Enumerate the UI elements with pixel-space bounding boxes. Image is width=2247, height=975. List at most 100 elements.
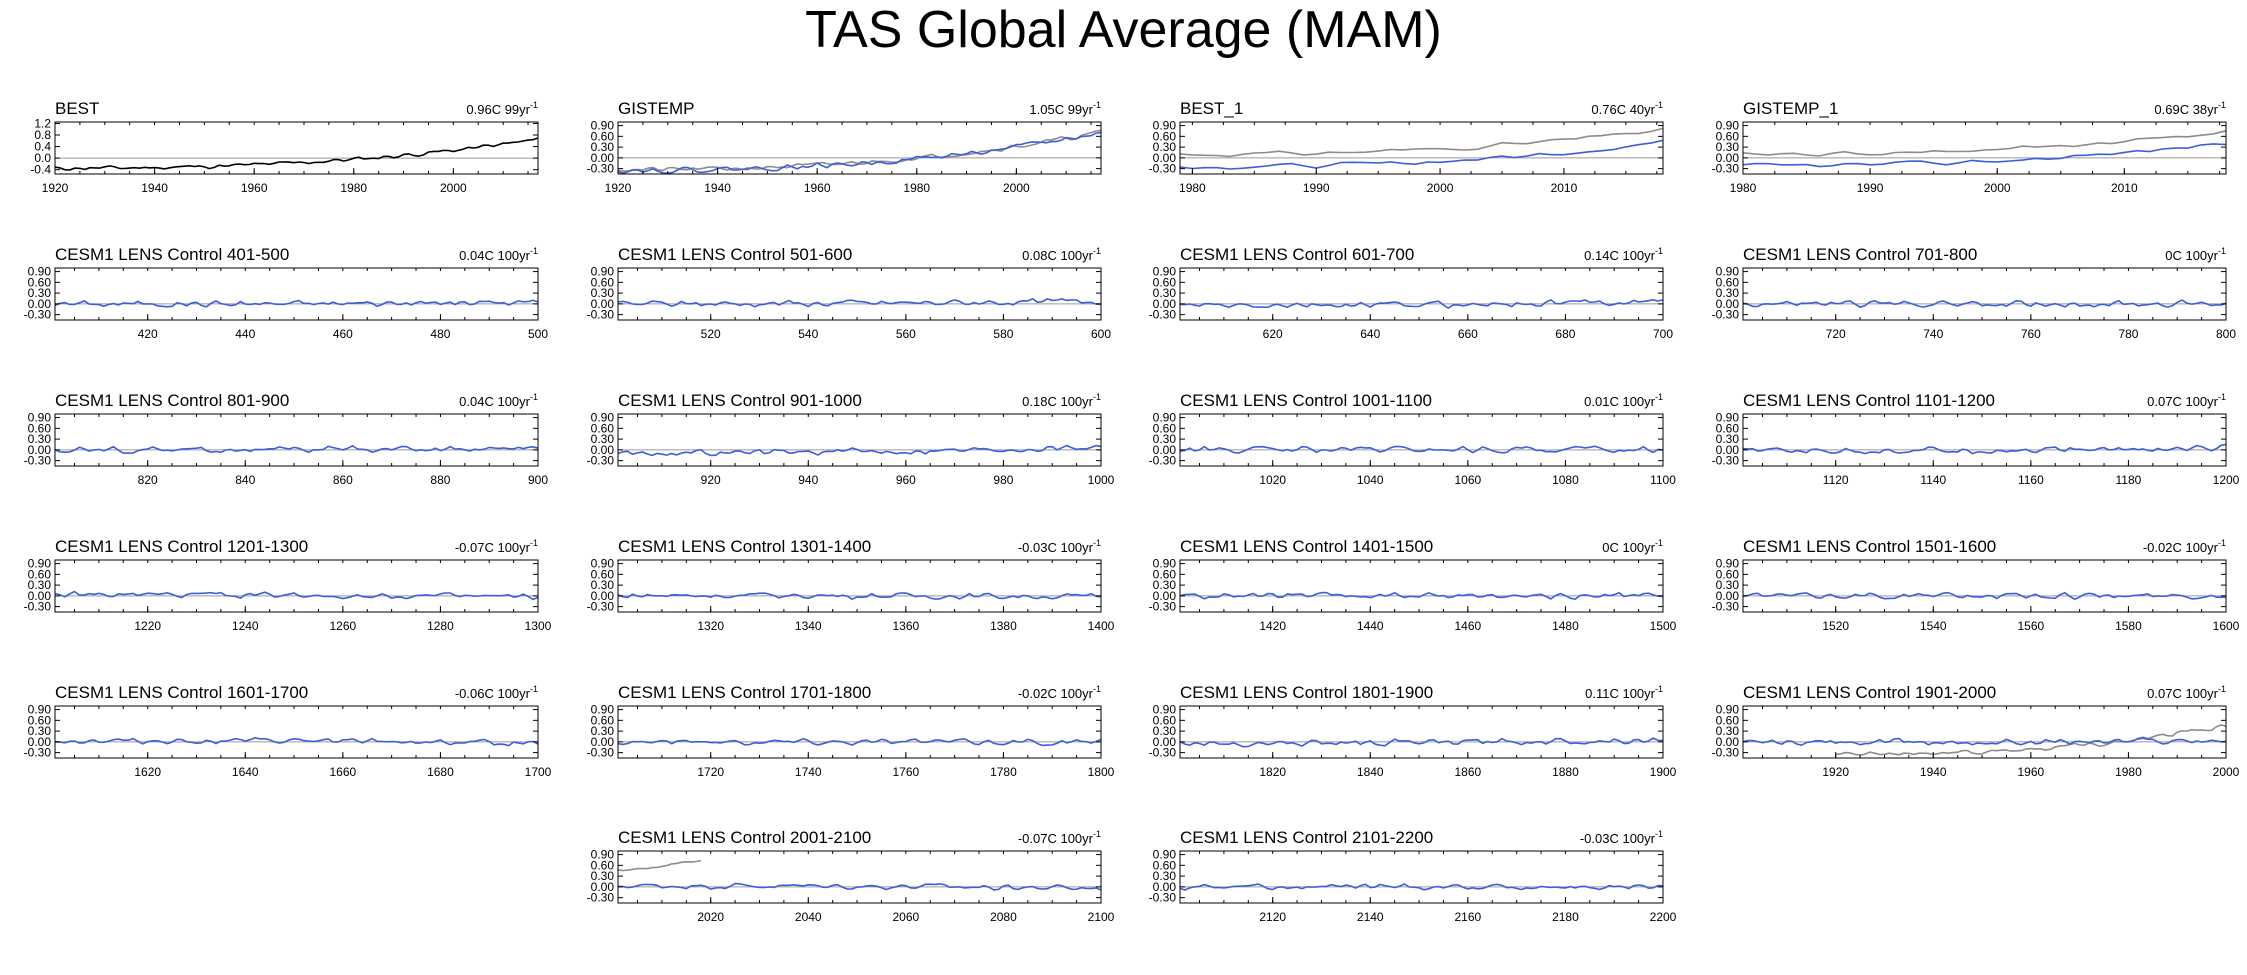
plot-frame bbox=[1742, 705, 2227, 759]
x-tick-label: 1920 bbox=[42, 181, 69, 195]
y-tick-label: -0.4 bbox=[30, 163, 51, 177]
x-tick-label: 1000 bbox=[1088, 473, 1115, 487]
plot-frame bbox=[1179, 413, 1664, 467]
trend-label: 0.14C 100yr-1 bbox=[1584, 246, 1663, 263]
y-tick-label: 0.90 bbox=[591, 557, 615, 571]
trend-label: -0.03C 100yr-1 bbox=[1580, 829, 1663, 846]
trend-label: 0.08C 100yr-1 bbox=[1022, 246, 1101, 263]
chart-panel-3: BEST_1 0.76C 40yr-10.900.600.300.00-0.301… bbox=[1149, 99, 1664, 195]
trend-exponent: -1 bbox=[2218, 246, 2226, 256]
chart-panel-14: CESM1 LENS Control 1301-1400 -0.03C 100yr… bbox=[587, 537, 1115, 633]
trend-exponent: -1 bbox=[1655, 246, 1663, 256]
y-tick-label: 0.90 bbox=[591, 265, 615, 279]
y-tick-label: 0.00 bbox=[1716, 297, 1740, 311]
x-tick-label: 460 bbox=[333, 327, 353, 341]
y-tick-label: 1.2 bbox=[34, 116, 51, 130]
y-tick-label: 0.90 bbox=[1153, 265, 1177, 279]
y-tick-label: 0.30 bbox=[1716, 140, 1740, 154]
x-tick-label: 680 bbox=[1555, 327, 1575, 341]
x-tick-label: 940 bbox=[798, 473, 818, 487]
y-tick-label: 0.60 bbox=[28, 567, 52, 581]
trend-value: 0.04C 100yr bbox=[459, 394, 530, 409]
y-tick-label: 0.90 bbox=[1716, 411, 1740, 425]
series-line-model bbox=[617, 882, 1102, 891]
y-tick-label: 0.00 bbox=[591, 880, 615, 894]
x-tick-label: 1980 bbox=[1179, 181, 1206, 195]
y-tick-label: 0.90 bbox=[1153, 119, 1177, 133]
y-tick-label: 0.00 bbox=[1153, 589, 1177, 603]
series-line-model bbox=[1179, 298, 1664, 309]
x-tick-label: 2140 bbox=[1357, 910, 1384, 924]
panel-title: CESM1 LENS Control 1201-1300 bbox=[55, 537, 308, 556]
trend-exponent: -1 bbox=[2218, 538, 2226, 548]
y-tick-label: 0.90 bbox=[591, 411, 615, 425]
x-tick-label: 2120 bbox=[1259, 910, 1286, 924]
plot-frame bbox=[54, 267, 539, 321]
x-tick-label: 1240 bbox=[232, 619, 259, 633]
y-tick-label: 0.30 bbox=[1716, 432, 1740, 446]
plot-frame bbox=[1742, 559, 2227, 613]
y-tick-label: 0.60 bbox=[1716, 129, 1740, 143]
x-tick-label: 820 bbox=[138, 473, 158, 487]
plot-frame bbox=[1179, 267, 1664, 321]
series-line-model bbox=[1742, 591, 2227, 601]
trend-label: 0C 100yr-1 bbox=[2165, 246, 2226, 263]
panel-title: CESM1 LENS Control 1801-1900 bbox=[1180, 683, 1433, 702]
y-tick-label: 0.60 bbox=[591, 129, 615, 143]
plot-frame bbox=[54, 121, 539, 175]
trend-value: -0.02C 100yr bbox=[1018, 686, 1094, 701]
y-tick-label: 0.90 bbox=[1716, 265, 1740, 279]
chart-panel-4: GISTEMP_1 0.69C 38yr-1 0.900.600.300.00-0.… bbox=[1712, 99, 2227, 195]
trend-label: 0.04C 100yr-1 bbox=[459, 392, 538, 409]
panel-title: CESM1 LENS Control 2001-2100 bbox=[618, 828, 871, 847]
x-tick-label: 800 bbox=[2216, 327, 2236, 341]
trend-value: -0.07C 100yr bbox=[455, 540, 531, 555]
y-tick-label: 0.30 bbox=[28, 432, 52, 446]
plot-frame bbox=[54, 559, 539, 613]
trend-value: 0C 100yr bbox=[1602, 540, 1655, 555]
trend-exponent: -1 bbox=[1093, 829, 1101, 839]
trend-exponent: -1 bbox=[1093, 100, 1101, 110]
y-tick-label: 0.60 bbox=[1153, 129, 1177, 143]
x-tick-label: 1900 bbox=[1650, 765, 1677, 779]
x-tick-label: 2010 bbox=[2111, 181, 2138, 195]
y-tick-label: 0.60 bbox=[591, 713, 615, 727]
x-tick-label: 1820 bbox=[1259, 765, 1286, 779]
plot-frame bbox=[1742, 413, 2227, 467]
panel-title: CESM1 LENS Control 1101-1200 bbox=[1743, 391, 1995, 410]
trend-label: 0.07C 100yr-1 bbox=[2147, 392, 2226, 409]
chart-panel-5: CESM1 LENS Control 401-500 0.04C 100yr-10… bbox=[24, 245, 549, 341]
x-tick-label: 1960 bbox=[241, 181, 268, 195]
trend-label: -0.02C 100yr-1 bbox=[2143, 538, 2226, 555]
x-tick-label: 1960 bbox=[804, 181, 831, 195]
y-tick-label: 0.00 bbox=[1153, 443, 1177, 457]
y-tick-label: 0.60 bbox=[1716, 275, 1740, 289]
series-line-model bbox=[617, 737, 1102, 747]
y-tick-label: 0.90 bbox=[28, 265, 52, 279]
trend-value: 0.14C 100yr bbox=[1584, 248, 1655, 263]
x-tick-label: 1020 bbox=[1259, 473, 1286, 487]
x-tick-label: 760 bbox=[2021, 327, 2041, 341]
x-tick-label: 540 bbox=[798, 327, 818, 341]
trend-value: 0.04C 100yr bbox=[459, 248, 530, 263]
series-line-model bbox=[54, 299, 539, 308]
trend-exponent: -1 bbox=[1655, 829, 1663, 839]
x-tick-label: 2000 bbox=[1427, 181, 1454, 195]
chart-panel-19: CESM1 LENS Control 1801-1900 0.11C 100yr-… bbox=[1149, 683, 1677, 779]
y-tick-label: 0.00 bbox=[1153, 297, 1177, 311]
y-tick-label: 0.00 bbox=[28, 297, 52, 311]
x-tick-label: 1320 bbox=[697, 619, 724, 633]
y-tick-label: 0.00 bbox=[591, 297, 615, 311]
x-tick-label: 1520 bbox=[1822, 619, 1849, 633]
x-tick-label: 1980 bbox=[1730, 181, 1757, 195]
x-tick-label: 1340 bbox=[795, 619, 822, 633]
series-line-model bbox=[1742, 143, 2227, 168]
panel-title: CESM1 LENS Control 401-500 bbox=[55, 245, 289, 264]
y-tick-label: -0.30 bbox=[1712, 746, 1740, 760]
series-line-obs bbox=[54, 137, 539, 171]
chart-panel-18: CESM1 LENS Control 1701-1800 -0.02C 100yr… bbox=[587, 683, 1115, 779]
x-tick-label: 1840 bbox=[1357, 765, 1384, 779]
y-tick-label: -0.30 bbox=[1712, 454, 1740, 468]
y-tick-label: 0.90 bbox=[591, 848, 615, 862]
